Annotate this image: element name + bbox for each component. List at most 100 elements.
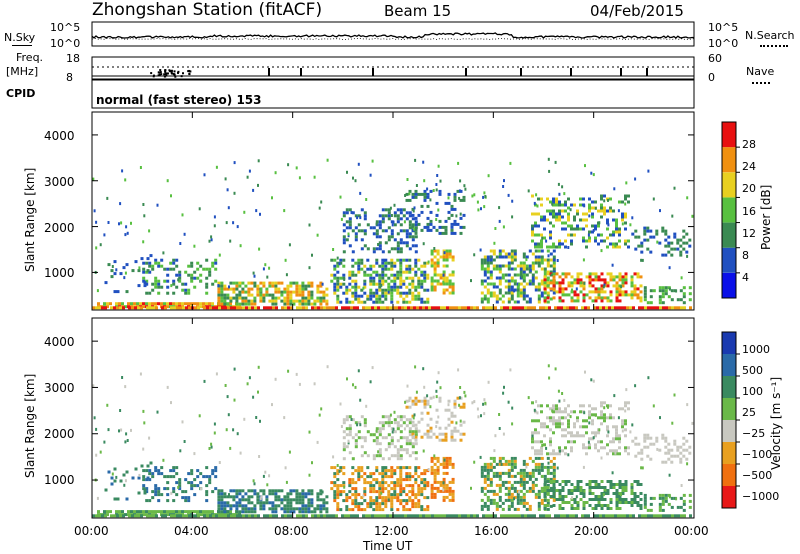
velocity-cell [445, 471, 449, 475]
power-cell [351, 273, 355, 277]
velocity-cell [250, 501, 254, 505]
power-speck [96, 289, 99, 293]
velocity-cell [534, 428, 537, 432]
power-speck [99, 243, 102, 247]
velocity-cell [492, 501, 496, 505]
velocity-cell [333, 490, 337, 494]
velocity-cell [113, 514, 116, 518]
velocity-cell [390, 502, 394, 506]
power-cell [190, 273, 194, 277]
velocity-cell [172, 469, 176, 473]
velocity-cell [445, 456, 449, 460]
power-cell [378, 223, 382, 227]
velocity-cell [543, 480, 547, 484]
power-cell [239, 306, 242, 310]
power-cell [462, 195, 466, 199]
power-cell [319, 299, 323, 303]
velocity-cell [411, 475, 415, 479]
power-cell [560, 306, 563, 310]
velocity-cell [561, 428, 564, 432]
velocity-cell [131, 514, 134, 518]
power-cell [682, 241, 686, 245]
power-cell [428, 306, 431, 310]
velocity-cell [549, 504, 553, 508]
velocity-cell [161, 514, 164, 518]
velocity-cell [445, 483, 449, 487]
velocity-cell [420, 417, 424, 421]
velocity-cell [495, 462, 499, 466]
velocity-cell [146, 514, 149, 518]
velocity-cell [531, 431, 534, 435]
velocity-cell [543, 486, 547, 489]
velocity-cell [537, 449, 540, 453]
power-cell [378, 285, 382, 289]
velocity-cell [384, 421, 388, 425]
velocity-cell [540, 462, 544, 466]
velocity-cell [229, 510, 232, 514]
velocity-speck [362, 494, 365, 498]
velocity-cell [390, 454, 394, 458]
power-cell [552, 272, 556, 276]
velocity-cell [152, 514, 155, 518]
power-cell [436, 252, 440, 256]
velocity-cell [442, 462, 446, 466]
velocity-cell [302, 514, 305, 518]
power-cell [245, 306, 248, 310]
velocity-cell [600, 507, 604, 510]
velocity-cell [618, 498, 622, 501]
power-cell [145, 291, 149, 295]
velocity-cell [339, 484, 343, 488]
power-cell [531, 233, 534, 237]
power-cell [558, 299, 562, 303]
power-cell [531, 252, 535, 256]
power-cell [387, 288, 391, 292]
velocity-cell [390, 508, 394, 512]
power-cell [182, 306, 185, 310]
power-cell [381, 217, 385, 221]
velocity-cell [661, 502, 665, 506]
power-speck [253, 274, 256, 278]
velocity-cell [417, 420, 421, 424]
power-cell [549, 258, 553, 262]
power-cell [522, 288, 526, 292]
velocity-speck [288, 450, 291, 454]
velocity-cell [637, 451, 641, 455]
velocity-cell [582, 425, 585, 429]
velocity-cell [525, 501, 529, 505]
velocity-cell [567, 431, 570, 435]
velocity-cell [363, 439, 367, 443]
power-speck [561, 185, 564, 189]
power-cell [525, 282, 529, 286]
velocity-speck [350, 418, 353, 421]
velocity-cell [555, 404, 558, 408]
power-cell [531, 239, 534, 243]
velocity-cell [561, 410, 564, 414]
velocity-cell [575, 514, 578, 518]
velocity-cell [576, 419, 579, 423]
velocity-cell [348, 481, 352, 485]
power-cell [558, 287, 562, 291]
velocity-cell [169, 510, 172, 514]
power-speck [375, 222, 378, 226]
velocity-cell [522, 477, 526, 481]
velocity-speck [518, 490, 521, 494]
power-cell [363, 285, 367, 289]
power-speck [170, 194, 172, 198]
velocity-cell [417, 484, 421, 488]
power-speck [365, 198, 368, 201]
velocity-speck [389, 413, 392, 417]
velocity-speck [93, 416, 96, 420]
power-cell [555, 215, 558, 219]
power-cell [640, 244, 644, 248]
velocity-cell [289, 507, 293, 511]
power-cbar-tick-8: 8 [742, 249, 749, 262]
velocity-cell [277, 489, 281, 493]
velocity-cell [369, 433, 373, 437]
power-cell [667, 235, 671, 239]
power-cell [522, 276, 526, 280]
velocity-cell [384, 466, 388, 470]
velocity-cell [639, 483, 643, 486]
velocity-speck [531, 434, 534, 438]
velocity-cell [342, 457, 346, 461]
power-cell [262, 299, 266, 303]
